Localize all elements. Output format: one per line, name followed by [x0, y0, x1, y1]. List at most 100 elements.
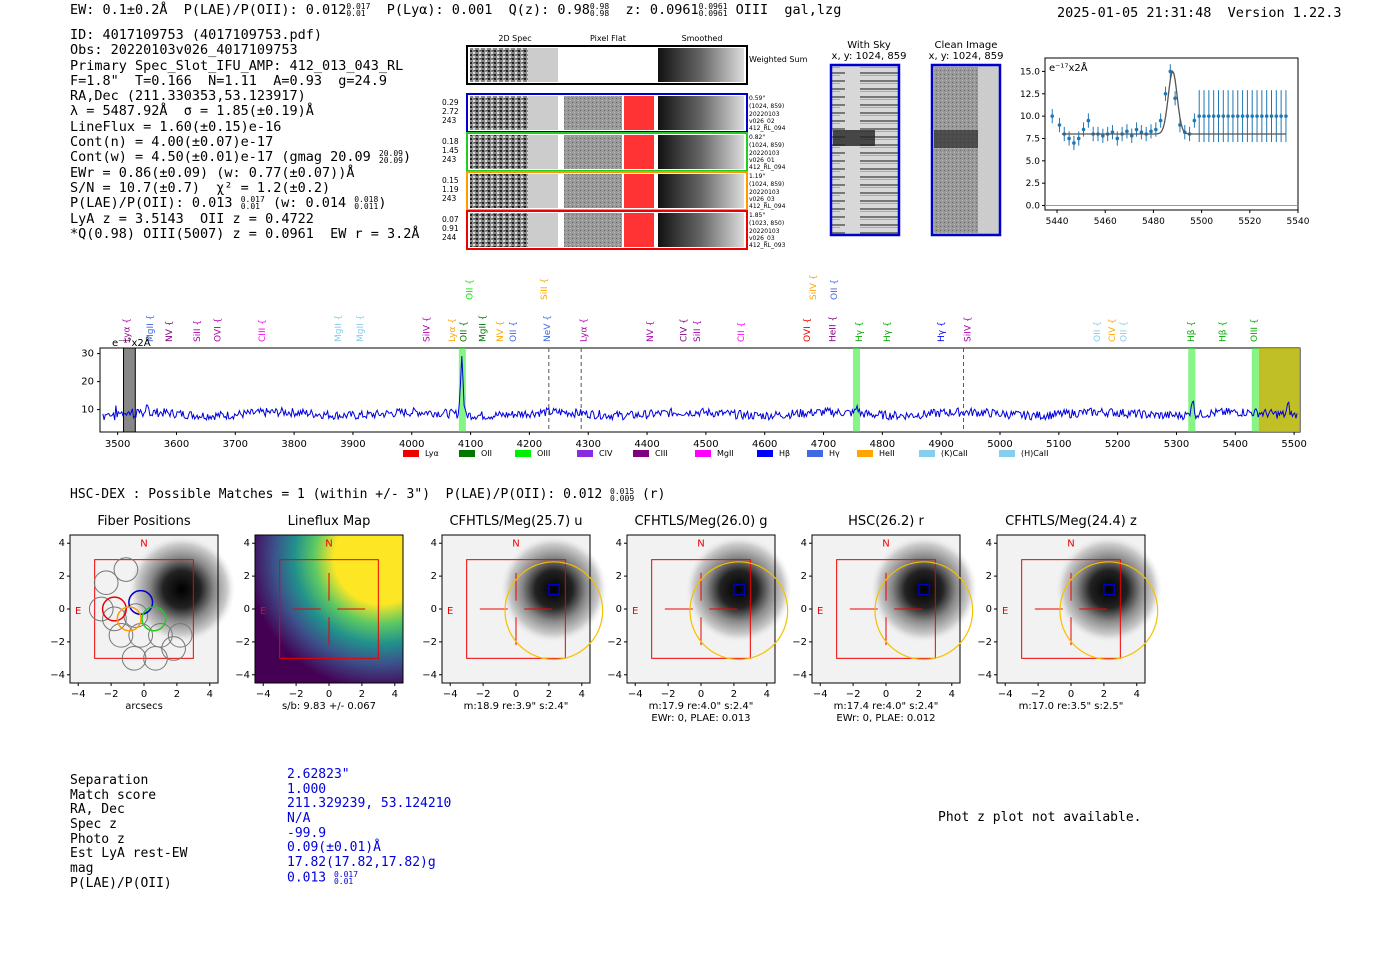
north-label: N — [512, 539, 519, 550]
stamp-ytick-label: −4 — [607, 670, 622, 681]
line-label: OVI { — [803, 318, 813, 342]
line-label: NeV { — [543, 315, 553, 342]
legend-label: CIII — [655, 449, 668, 458]
line-label-upper: OII { — [465, 279, 475, 300]
aperture-box — [1021, 559, 1121, 659]
match-label: Spec z — [70, 817, 117, 833]
plae-text: P(LAE)/P(OII): 0.013 — [70, 195, 233, 212]
stamp-title: HSC(26.2) r — [848, 514, 924, 529]
spectrum-x-axis: 3500 3600 3700 3800 3900 4000 4100 4200 4300 4400… — [105, 432, 1307, 450]
spectrum-xtick-label: 3500 — [105, 439, 130, 450]
plae-hi: 0.017 — [346, 2, 371, 11]
fiber-date: 20220103 — [749, 150, 780, 157]
stamp-ytick-label: 2 — [801, 571, 807, 582]
weighted-sum-row: Weighted Sum — [466, 45, 808, 85]
catalog-source-box — [1103, 583, 1115, 596]
line-label: MgII { — [356, 315, 366, 342]
zoom-data-point — [1173, 96, 1177, 101]
weighted-sum-label: Weighted Sum — [749, 55, 808, 64]
plae-lo-2: 0.01 — [240, 202, 260, 212]
fiber-val-a: 0.15 — [442, 176, 459, 185]
spectrum-xtick-label: 3900 — [340, 439, 365, 450]
zoom-data-point — [1240, 114, 1245, 118]
zoom-y-axis: 0.0 2.5 5.0 7.5 10.0 12.5 15.0 — [1020, 67, 1298, 212]
legend-swatch — [403, 450, 419, 457]
fiber-cutouts-panel: 2D Spec Pixel Flat Smoothed Weighted Sum… — [442, 34, 1003, 250]
stamp-xtick-label: 4 — [207, 689, 213, 700]
stamp-xtick-label: 4 — [949, 689, 955, 700]
line-label: CII { — [737, 322, 747, 342]
zoom-data-point — [1264, 114, 1269, 118]
fiber-xy: (1023, 850) — [749, 220, 784, 227]
aperture-box — [836, 559, 936, 659]
line-label: HeII { — [828, 316, 838, 342]
spectrum-xtick-label: 3800 — [281, 439, 306, 450]
spectrum-xtick-label: 4300 — [576, 439, 601, 450]
galaxy-image — [1055, 535, 1163, 643]
line-label: NV { — [646, 321, 656, 342]
match-values: 2.62823" 1.000 211.329239, 53.124210 N/A -99… — [287, 767, 451, 886]
plae-w-text: (w: 0.014 — [272, 195, 347, 212]
north-label: N — [140, 539, 147, 550]
zoom-xtick-label: 5540 — [1287, 217, 1310, 227]
match-label: RA, Dec — [70, 802, 125, 818]
line-label: Hγ { — [883, 321, 893, 342]
fiber-2d-spec-edge — [528, 96, 558, 130]
spectrum-xtick-label: 4200 — [517, 439, 542, 450]
match-value: 1.000 — [287, 781, 327, 797]
gmag-hi: 20.09 — [378, 149, 403, 159]
match-label: mag — [70, 861, 94, 877]
aperture-box — [279, 559, 379, 659]
stamp-title: Fiber Positions — [97, 514, 190, 529]
stamp-ytick-label: 0 — [616, 604, 622, 615]
spectrum-xtick-label: 5200 — [1105, 439, 1130, 450]
qz-text: Q(z): 0.98 — [508, 2, 590, 18]
stamp-xtick-label: −4 — [256, 689, 271, 700]
spectrum-ytick-label: 10 — [81, 405, 94, 416]
stamp-title: CFHTLS/Meg(26.0) g — [634, 514, 767, 529]
match-value: 0.013 0.017 0.01 — [287, 869, 359, 886]
legend-swatch — [999, 450, 1015, 457]
match-value: 0.09(±0.01)Å — [287, 840, 381, 856]
east-label: E — [447, 606, 453, 617]
north-label: N — [697, 539, 704, 550]
plae-lo: 0.01 — [346, 9, 366, 18]
spectrum-xtick-label: 4600 — [752, 439, 777, 450]
line-label-upper: SiIV { — [809, 274, 819, 300]
spectrum-flux-line — [102, 355, 1298, 422]
fiber-val-b: 0.91 — [442, 224, 459, 233]
spectrum-xtick-label: 4700 — [811, 439, 836, 450]
zoom-x-axis: 5440 5460 5480 5500 5520 5540 — [1046, 210, 1310, 227]
line-label: Lyα { — [448, 318, 458, 342]
fiber-val-a: 0.07 — [442, 215, 459, 224]
zoom-data-point — [1260, 114, 1264, 118]
spectrum-y-axis: 10 20 30 — [81, 349, 100, 416]
stamp-ytick-label: −2 — [422, 637, 437, 648]
fiber-amp: 412_RL_094 — [749, 203, 786, 210]
stamp-xtick-label: 0 — [141, 689, 147, 700]
legend-label: (H)CaII — [1021, 449, 1048, 458]
fiber-amp: 412_RL_094 — [749, 164, 786, 171]
stamp-panel: Fiber Positions N E −4 −4 −2 −2 0 0 2 2 4 4 arcsecs — [50, 514, 236, 712]
zoom-xtick-label: 5480 — [1142, 217, 1165, 227]
fiber-circle — [161, 636, 186, 661]
hsc-plae-hi: 0.015 — [610, 486, 635, 496]
stamp-panel: Lineflux Map N E −4 −4 −2 −2 0 0 2 2 4 4 s/b: 9.83 +/… — [235, 514, 404, 712]
legend-label: Hβ — [779, 449, 790, 458]
zoom-data-point — [1067, 136, 1071, 141]
stamp-xtick-label: −2 — [846, 689, 861, 700]
galaxy-image — [500, 535, 608, 643]
spectrum-xtick-label: 3600 — [164, 439, 189, 450]
legend-swatch — [757, 450, 773, 457]
zoom-data-point — [1072, 141, 1076, 145]
zoom-data-point — [1269, 114, 1274, 118]
stamp-panel: CFHTLS/Meg(26.0) g N E −4 −4 −2 −2 0 0 2 2 4 4 m:17.9… — [607, 514, 793, 724]
stamp-caption: m:17.9 re:4.0" s:2.4" — [649, 701, 754, 712]
zoom-xtick-label: 5440 — [1046, 217, 1069, 227]
ellipse-aperture — [689, 561, 789, 661]
line-label: OII { — [1093, 321, 1103, 342]
info-lambda: λ = 5487.92Å σ = 1.85(±0.19)Å — [70, 103, 314, 120]
match-label: Separation — [70, 773, 149, 788]
